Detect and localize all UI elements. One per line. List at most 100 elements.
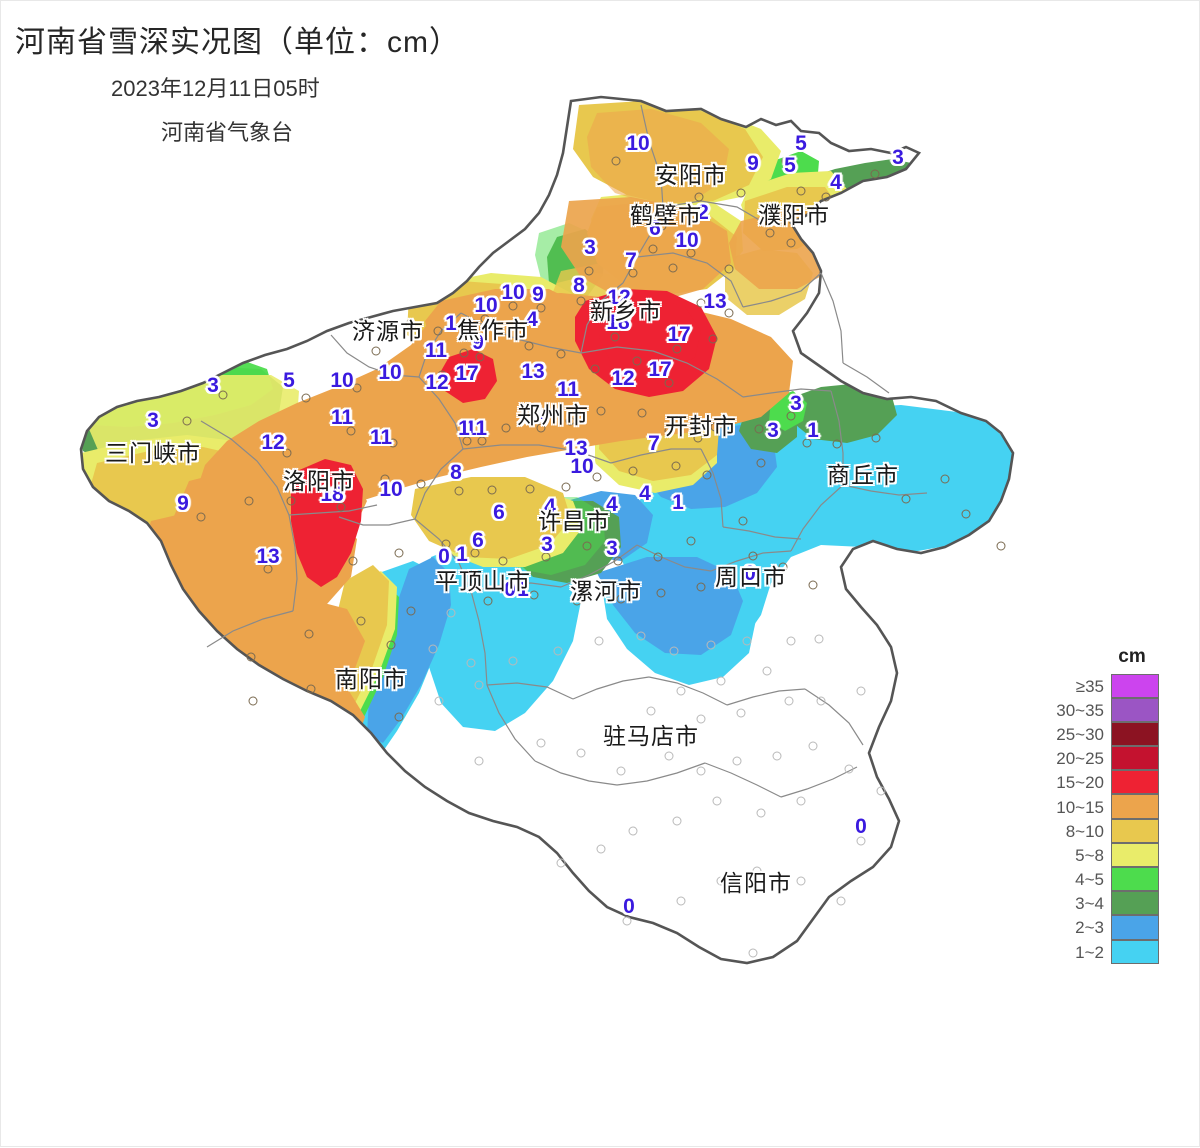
station-dot <box>596 844 606 854</box>
legend-range-label: 30~35 <box>1056 700 1104 720</box>
station-dot <box>655 168 665 178</box>
legend-range-label: 10~15 <box>1056 797 1104 817</box>
station-dot <box>672 816 682 826</box>
station-dot <box>248 696 258 706</box>
station-dot <box>754 424 764 434</box>
station-dot <box>263 564 273 574</box>
station-dot <box>613 556 623 566</box>
legend-color-swatch <box>1111 746 1159 771</box>
legend-color-swatch <box>1111 794 1159 819</box>
station-dot <box>802 438 812 448</box>
station-dot <box>596 406 606 416</box>
station-dot <box>752 866 762 876</box>
station-dot <box>561 482 571 492</box>
station-dot <box>553 646 563 656</box>
station-dot <box>508 301 518 311</box>
station-dot <box>702 470 712 480</box>
station-dot <box>433 326 443 336</box>
station-dot <box>664 378 674 388</box>
station-dot <box>244 496 254 506</box>
station-dot <box>664 751 674 761</box>
station-dot <box>529 590 539 600</box>
legend-row: 3~4 <box>1036 891 1186 916</box>
snow-depth-map[interactable]: 10 9 5 5 4 3 2 6 10 3 7 8 12 13 10 9 10 4 1 18 17 11 9 17 12 13 11… <box>1 1 1031 1148</box>
legend-row: 5~8 <box>1036 842 1186 867</box>
station-dot <box>706 640 716 650</box>
station-dot <box>301 393 311 403</box>
legend-row: 30~35 <box>1036 697 1186 722</box>
station-dot <box>437 370 447 380</box>
station-dot <box>406 606 416 616</box>
station-dot <box>565 416 575 426</box>
station-dot <box>622 916 632 926</box>
station-dot <box>616 594 626 604</box>
station-dot <box>656 588 666 598</box>
station-dot <box>611 156 621 166</box>
station-dot <box>594 636 604 646</box>
legend-row: 10~15 <box>1036 794 1186 819</box>
legend-row: 1~2 <box>1036 939 1186 964</box>
station-dot <box>459 348 469 358</box>
station-dot <box>616 766 626 776</box>
station-dot <box>388 438 398 448</box>
legend-row: 8~10 <box>1036 818 1186 843</box>
legend-range-label: 25~30 <box>1056 724 1104 744</box>
legend-range-label: 8~10 <box>1065 821 1104 841</box>
station-dot <box>524 341 534 351</box>
station-dot <box>708 334 718 344</box>
legend-color-swatch <box>1111 697 1159 722</box>
station-dot <box>694 192 704 202</box>
station-dot <box>901 494 911 504</box>
station-dot <box>536 423 546 433</box>
station-dot <box>672 344 682 354</box>
province-boundary <box>79 95 1015 965</box>
station-dot <box>380 474 390 484</box>
station-dot <box>756 458 766 468</box>
legend-color-swatch <box>1111 939 1159 964</box>
station-dot <box>724 264 734 274</box>
station-dot <box>762 666 772 676</box>
station-dot <box>483 596 493 606</box>
station-dot <box>736 188 746 198</box>
station-dot <box>778 562 788 572</box>
station-dot <box>742 636 752 646</box>
station-dot <box>716 676 726 686</box>
station-dot <box>434 696 444 706</box>
station-dot <box>508 656 518 666</box>
station-dot <box>738 516 748 526</box>
station-dot <box>648 244 658 254</box>
station-dot <box>336 502 346 512</box>
station-dot <box>346 426 356 436</box>
station-dot <box>836 896 846 906</box>
station-dot <box>628 466 638 476</box>
station-dot <box>446 608 456 618</box>
station-dot <box>756 808 766 818</box>
station-dot <box>246 652 256 662</box>
station-dot <box>637 408 647 418</box>
station-dot <box>616 288 626 298</box>
station-dot <box>196 512 206 522</box>
station-dot <box>736 708 746 718</box>
legend-color-swatch <box>1111 721 1159 747</box>
station-dot <box>712 796 722 806</box>
station-dot <box>653 552 663 562</box>
station-dot <box>696 298 706 308</box>
station-dot <box>856 836 866 846</box>
station-dot <box>696 714 706 724</box>
legend-range-label: 3~4 <box>1075 894 1104 914</box>
map-source: 河南省气象台 <box>161 121 294 146</box>
station-dot <box>386 640 396 650</box>
station-dot <box>487 485 497 495</box>
station-dot <box>474 756 484 766</box>
station-dot <box>470 548 480 558</box>
page-title: 河南省雪深实况图（单位：cm） <box>15 26 460 59</box>
legend-range-label: 1~2 <box>1075 942 1104 962</box>
station-dot <box>832 439 842 449</box>
station-dot <box>716 876 726 886</box>
station-dot <box>686 248 696 258</box>
station-dot <box>590 364 600 374</box>
station-dot <box>748 551 758 561</box>
map-canvas <box>79 95 1015 965</box>
station-dot <box>664 426 674 436</box>
station-dot <box>572 596 582 606</box>
